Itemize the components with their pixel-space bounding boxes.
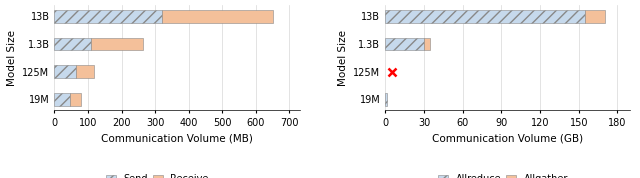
Bar bbox=[385, 93, 387, 106]
Legend: Send, Receive: Send, Receive bbox=[106, 174, 209, 178]
Bar bbox=[54, 66, 76, 78]
Y-axis label: Model Size: Model Size bbox=[7, 30, 17, 86]
Bar bbox=[70, 93, 81, 106]
Bar bbox=[76, 66, 93, 78]
Legend: Allreduce, Allgather: Allreduce, Allgather bbox=[438, 174, 568, 178]
Y-axis label: Model Size: Model Size bbox=[338, 30, 348, 86]
Bar bbox=[92, 38, 143, 50]
Bar bbox=[424, 38, 431, 50]
Bar bbox=[54, 93, 70, 106]
Bar bbox=[54, 10, 162, 23]
Bar bbox=[54, 38, 92, 50]
X-axis label: Communication Volume (GB): Communication Volume (GB) bbox=[432, 134, 584, 143]
Bar bbox=[585, 10, 605, 23]
X-axis label: Communication Volume (MB): Communication Volume (MB) bbox=[101, 134, 253, 143]
Bar bbox=[385, 10, 585, 23]
Bar bbox=[162, 10, 273, 23]
Bar bbox=[385, 38, 424, 50]
